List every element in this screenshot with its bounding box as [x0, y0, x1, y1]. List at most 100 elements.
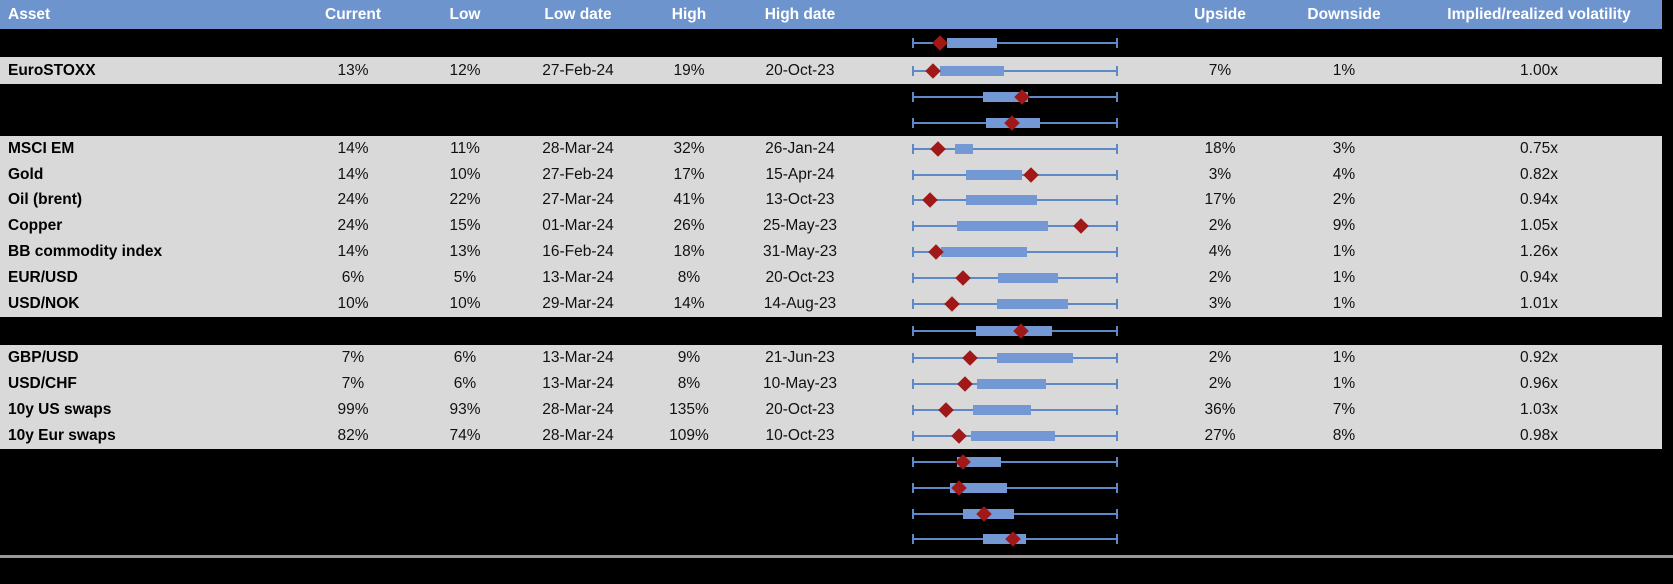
asset-cell[interactable]: 10y Eur swaps — [8, 427, 116, 445]
high-cell[interactable]: 18% — [673, 243, 705, 261]
high-date-cell[interactable]: 15-Apr-24 — [765, 165, 835, 183]
header-downside[interactable]: Downside — [1307, 5, 1381, 23]
low-cell[interactable]: 6% — [453, 349, 477, 367]
implied-realized-volatility-cell[interactable]: 0.96x — [1520, 375, 1558, 393]
low-cell[interactable]: 22% — [449, 191, 481, 209]
low-cell[interactable]: 6% — [453, 375, 477, 393]
low-date-cell[interactable]: 27-Feb-24 — [542, 165, 614, 183]
high-cell[interactable]: 32% — [673, 140, 705, 158]
header-upside[interactable]: Upside — [1194, 5, 1246, 23]
high-cell[interactable]: 8% — [677, 375, 701, 393]
low-date-cell[interactable]: 13-Mar-24 — [542, 269, 614, 287]
implied-realized-volatility-cell[interactable]: 0.98x — [1520, 427, 1558, 445]
high-cell[interactable]: 19% — [673, 61, 705, 79]
current-cell[interactable]: 82% — [337, 427, 369, 445]
downside-cell[interactable]: 7% — [1332, 401, 1356, 419]
current-cell[interactable]: 7% — [341, 349, 365, 367]
downside-cell[interactable]: 1% — [1332, 61, 1356, 79]
current-cell[interactable]: 14% — [337, 243, 369, 261]
current-cell[interactable]: 6% — [341, 269, 365, 287]
low-date-cell[interactable]: 27-Feb-24 — [542, 61, 614, 79]
high-cell[interactable]: 109% — [669, 427, 709, 445]
current-cell[interactable]: 7% — [341, 375, 365, 393]
high-cell[interactable]: 8% — [677, 269, 701, 287]
upside-cell[interactable]: 2% — [1208, 269, 1232, 287]
header-high-date[interactable]: High date — [764, 5, 836, 23]
header-current[interactable]: Current — [325, 5, 381, 23]
implied-realized-volatility-cell[interactable]: 0.82x — [1520, 165, 1558, 183]
implied-realized-volatility-cell[interactable]: 0.94x — [1520, 191, 1558, 209]
low-date-cell[interactable]: 28-Mar-24 — [542, 401, 614, 419]
asset-cell[interactable]: BB commodity index — [8, 243, 163, 261]
implied-realized-volatility-cell[interactable]: 0.92x — [1520, 349, 1558, 367]
low-cell[interactable]: 13% — [449, 243, 481, 261]
asset-cell[interactable]: USD/NOK — [8, 295, 80, 313]
downside-cell[interactable]: 3% — [1332, 140, 1356, 158]
low-date-cell[interactable]: 13-Mar-24 — [542, 375, 614, 393]
current-cell[interactable]: 13% — [337, 61, 369, 79]
low-date-cell[interactable]: 13-Mar-24 — [542, 349, 614, 367]
high-date-cell[interactable]: 20-Oct-23 — [765, 269, 835, 287]
downside-cell[interactable]: 4% — [1332, 165, 1356, 183]
downside-cell[interactable]: 1% — [1332, 349, 1356, 367]
asset-cell[interactable]: GBP/USD — [8, 349, 79, 367]
asset-cell[interactable]: Gold — [8, 165, 44, 183]
header-low-date[interactable]: Low date — [544, 5, 612, 23]
upside-cell[interactable]: 36% — [1204, 401, 1236, 419]
implied-realized-volatility-cell[interactable]: 1.01x — [1520, 295, 1558, 313]
implied-realized-volatility-cell[interactable]: 0.75x — [1520, 140, 1558, 158]
high-date-cell[interactable]: 26-Jan-24 — [765, 140, 835, 158]
asset-cell[interactable]: Copper — [8, 217, 63, 235]
low-cell[interactable]: 93% — [449, 401, 481, 419]
low-date-cell[interactable]: 27-Mar-24 — [542, 191, 614, 209]
current-cell[interactable]: 24% — [337, 217, 369, 235]
implied-realized-volatility-cell[interactable]: 1.26x — [1520, 243, 1558, 261]
low-cell[interactable]: 11% — [450, 140, 480, 158]
current-cell[interactable]: 14% — [337, 165, 369, 183]
upside-cell[interactable]: 3% — [1208, 165, 1232, 183]
asset-cell[interactable]: Oil (brent) — [8, 191, 83, 209]
asset-cell[interactable]: 10y US swaps — [8, 401, 112, 419]
implied-realized-volatility-cell[interactable]: 1.03x — [1520, 401, 1558, 419]
low-cell[interactable]: 5% — [453, 269, 477, 287]
high-date-cell[interactable]: 10-May-23 — [762, 375, 838, 393]
high-cell[interactable]: 17% — [673, 165, 705, 183]
high-date-cell[interactable]: 14-Aug-23 — [763, 295, 837, 313]
implied-realized-volatility-cell[interactable]: 0.94x — [1520, 269, 1558, 287]
low-cell[interactable]: 15% — [449, 217, 481, 235]
high-cell[interactable]: 41% — [673, 191, 705, 209]
upside-cell[interactable]: 27% — [1204, 427, 1236, 445]
current-cell[interactable]: 10% — [337, 295, 369, 313]
high-date-cell[interactable]: 13-Oct-23 — [765, 191, 835, 209]
downside-cell[interactable]: 1% — [1332, 269, 1356, 287]
header-low[interactable]: Low — [449, 5, 481, 23]
low-cell[interactable]: 74% — [449, 427, 481, 445]
upside-cell[interactable]: 17% — [1204, 191, 1236, 209]
downside-cell[interactable]: 1% — [1332, 295, 1356, 313]
asset-cell[interactable]: MSCI EM — [8, 140, 75, 158]
upside-cell[interactable]: 2% — [1208, 349, 1232, 367]
low-date-cell[interactable]: 29-Mar-24 — [542, 295, 614, 313]
downside-cell[interactable]: 1% — [1332, 243, 1356, 261]
high-date-cell[interactable]: 31-May-23 — [762, 243, 838, 261]
upside-cell[interactable]: 18% — [1204, 140, 1236, 158]
low-date-cell[interactable]: 01-Mar-24 — [542, 217, 614, 235]
implied-realized-volatility-cell[interactable]: 1.00x — [1520, 61, 1558, 79]
low-cell[interactable]: 10% — [449, 295, 481, 313]
high-date-cell[interactable]: 20-Oct-23 — [765, 401, 835, 419]
header-asset[interactable]: Asset — [8, 5, 51, 23]
current-cell[interactable]: 24% — [337, 191, 369, 209]
upside-cell[interactable]: 7% — [1208, 61, 1232, 79]
current-cell[interactable]: 14% — [337, 140, 369, 158]
asset-cell[interactable]: EuroSTOXX — [8, 61, 96, 79]
high-date-cell[interactable]: 20-Oct-23 — [765, 61, 835, 79]
low-date-cell[interactable]: 28-Mar-24 — [542, 140, 614, 158]
high-cell[interactable]: 135% — [669, 401, 709, 419]
high-date-cell[interactable]: 10-Oct-23 — [765, 427, 835, 445]
high-date-cell[interactable]: 21-Jun-23 — [765, 349, 835, 367]
downside-cell[interactable]: 2% — [1332, 191, 1356, 209]
asset-cell[interactable]: USD/CHF — [8, 375, 77, 393]
high-cell[interactable]: 14% — [673, 295, 705, 313]
upside-cell[interactable]: 3% — [1208, 295, 1232, 313]
downside-cell[interactable]: 1% — [1332, 375, 1356, 393]
